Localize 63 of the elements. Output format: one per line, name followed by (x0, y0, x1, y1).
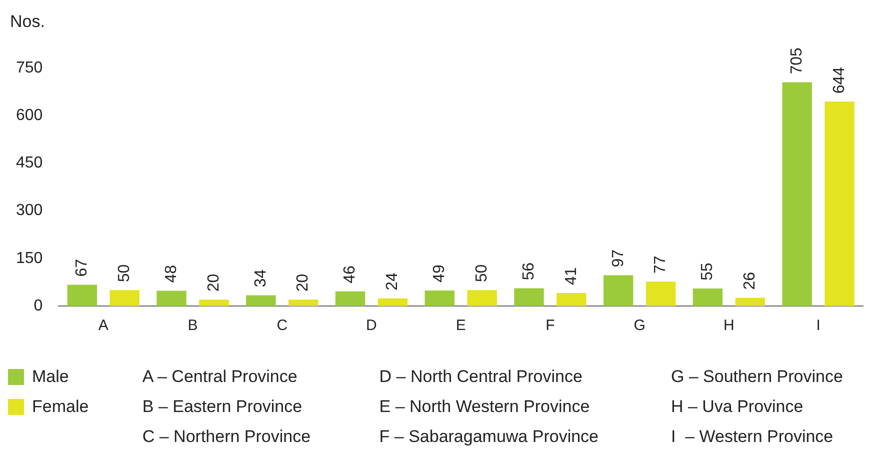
y-tick-label: 450 (16, 154, 43, 172)
y-tick-label: 600 (16, 107, 43, 124)
data-label: 34 (252, 269, 270, 288)
data-label: 56 (520, 262, 538, 280)
x-tick-label: E (456, 317, 466, 334)
x-tick-label: D (366, 317, 378, 334)
text: D – North Central Province (379, 366, 584, 388)
text: I – Western Province (670, 426, 834, 448)
data-label: 705 (788, 47, 806, 74)
bar (692, 288, 723, 306)
bar (199, 300, 229, 306)
legend-label: Female (32, 397, 89, 417)
bar (646, 282, 676, 306)
x-tick-label: B (188, 317, 198, 334)
x-tick-label: A (98, 317, 108, 334)
data-label: 41 (562, 267, 580, 285)
bar (288, 300, 318, 306)
bar (514, 288, 544, 306)
data-label: 67 (74, 258, 91, 277)
bar (156, 290, 186, 306)
data-label: 50 (116, 264, 134, 282)
bar (782, 82, 812, 306)
data-label: 20 (294, 274, 312, 292)
bar (424, 290, 454, 306)
y-axis-title: Nos. (10, 12, 45, 32)
data-label: 46 (342, 266, 359, 284)
text: H – Uva Province (670, 396, 804, 418)
y-tick-label: 0 (34, 297, 43, 314)
data-label: 77 (652, 256, 670, 274)
x-tick-label: C (276, 317, 288, 334)
data-label: 50 (473, 264, 490, 282)
x-tick-label: F (546, 317, 555, 334)
data-label: 49 (431, 264, 448, 282)
text: C – Northern Province (142, 426, 312, 448)
data-label: 24 (384, 272, 402, 290)
bar (556, 292, 586, 306)
bar (604, 275, 634, 306)
x-tick-label: I (816, 317, 820, 334)
data-label: 97 (610, 249, 627, 268)
x-tick-label: G (634, 317, 646, 334)
data-label: 644 (830, 66, 848, 94)
text: B – Eastern Province (142, 396, 304, 418)
y-tick-label: 300 (16, 202, 43, 220)
bar (467, 290, 497, 306)
data-label: 20 (205, 274, 222, 292)
text: F – Sabaragamuwa Province (379, 426, 600, 448)
data-label: 55 (699, 262, 716, 281)
text: E – North Western Province (379, 396, 591, 418)
bar (335, 291, 366, 306)
bar (824, 102, 854, 306)
y-tick-label: 150 (16, 250, 43, 267)
bar (67, 284, 98, 306)
data-label: 48 (162, 264, 180, 283)
legend-label: Male (32, 367, 69, 387)
bar (246, 295, 276, 306)
bar (735, 298, 766, 306)
bar (378, 298, 408, 306)
data-label: 26 (742, 272, 759, 290)
text: G – Southern Province (670, 366, 844, 388)
bar (110, 290, 140, 306)
text: A – Central Province (142, 366, 298, 388)
x-tick-label: H (724, 317, 734, 334)
y-tick-label: 750 (16, 59, 43, 76)
